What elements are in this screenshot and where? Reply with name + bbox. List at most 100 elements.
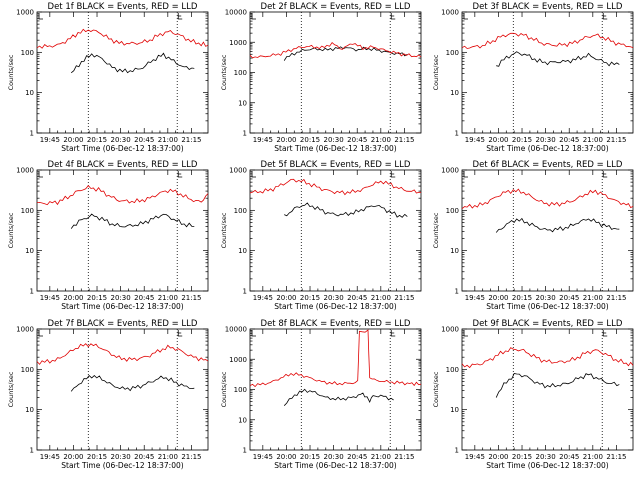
x-tick-label: 21:00 [158,294,178,302]
x-tick-label: 21:15 [394,136,414,144]
x-tick-label: 20:00 [276,453,296,461]
x-tick-label: 20:15 [87,453,107,461]
x-tick-label: 20:15 [512,294,532,302]
x-tick-label: 21:15 [181,294,201,302]
x-tick-label: 20:15 [87,294,107,302]
y-tick-label: 10 [25,247,34,255]
x-axis-label: Start Time (06-Dec-12 18:37:00) [486,144,608,153]
plot-frame [461,11,634,134]
x-tick-label: 19:45 [40,136,60,144]
y-tick-label: 10 [450,89,459,97]
y-axis-label: Counts/sec [432,54,440,90]
y-tick-label: 10 [238,99,247,107]
x-tick-label: 20:15 [300,453,320,461]
plot-frame [461,328,634,451]
panel-det-1: Det 1f BLACK = Events, RED = LLD 1 10 100 10… [7,2,209,153]
x-tick-label: 21:00 [371,453,391,461]
plot-frame [249,11,422,134]
marker-flag [177,171,183,178]
x-tick-label: 20:30 [111,136,131,144]
y-tick-label: 1000 [229,356,247,364]
corner-mark [38,171,43,178]
x-tick-label: 21:00 [371,136,391,144]
panel-det-6: Det 6f BLACK = Events, RED = LLD 1 10 100 10… [432,160,634,311]
x-tick-label: 19:45 [253,136,273,144]
panel-title: Det 7f BLACK = Events, RED = LLD [48,319,198,329]
y-tick-label: 10 [25,406,34,414]
lld-series-line [36,28,209,49]
events-series-line [70,213,195,229]
marker-flag [177,330,183,337]
y-axis-label: Counts/sec [7,371,15,407]
y-tick-label: 1 [30,130,34,138]
y-tick-label: 1000 [229,167,247,175]
x-tick-label: 19:45 [253,294,273,302]
panel-title: Det 9f BLACK = Events, RED = LLD [473,319,623,329]
x-axis-label: Start Time (06-Dec-12 18:37:00) [61,461,183,470]
x-tick-label: 20:45 [559,294,579,302]
x-tick-label: 21:15 [181,453,201,461]
y-tick-label: 100 [446,207,459,215]
events-series-line [496,51,620,67]
marker-flag [602,171,608,178]
x-tick-label: 21:15 [394,453,414,461]
corner-mark [38,13,43,20]
y-tick-label: 1 [243,288,247,296]
corner-mark [251,13,256,20]
y-tick-label: 10 [450,247,459,255]
x-tick-label: 19:45 [253,453,273,461]
plot-frame [249,169,422,292]
lld-series-line [36,184,209,206]
y-tick-label: 1 [30,288,34,296]
y-tick-label: 1000 [229,39,247,47]
x-tick-label: 19:45 [465,136,485,144]
x-tick-label: 20:15 [300,294,320,302]
y-tick-label: 10 [238,247,247,255]
x-axis-label: Start Time (06-Dec-12 18:37:00) [274,144,396,153]
panel-title: Det 8f BLACK = Events, RED = LLD [261,319,411,329]
events-series-line [495,217,620,233]
y-tick-label: 10000 [225,326,247,334]
panel-title: Det 1f BLACK = Events, RED = LLD [48,2,198,12]
panel-title: Det 3f BLACK = Events, RED = LLD [473,2,623,12]
y-tick-label: 100 [234,207,247,215]
plot-frame [36,328,209,451]
y-tick-label: 1000 [441,167,459,175]
marker-flag [390,330,396,337]
x-axis-label: Start Time (06-Dec-12 18:37:00) [61,144,183,153]
x-tick-label: 20:00 [488,294,508,302]
y-tick-label: 1 [455,130,459,138]
y-tick-label: 1000 [441,326,459,334]
x-tick-label: 21:00 [158,453,178,461]
x-tick-label: 20:00 [488,453,508,461]
panel-title: Det 2f BLACK = Events, RED = LLD [261,2,411,12]
y-tick-label: 100 [234,69,247,77]
x-axis-label: Start Time (06-Dec-12 18:37:00) [61,302,183,311]
marker-flag [390,13,396,20]
x-tick-label: 20:00 [63,453,83,461]
x-tick-label: 21:15 [606,136,626,144]
x-tick-label: 20:30 [536,294,556,302]
y-axis-label: Counts/sec [432,371,440,407]
x-tick-label: 20:45 [134,136,154,144]
plot-frame [249,328,422,451]
corner-mark [38,330,43,337]
y-tick-label: 1 [243,130,247,138]
x-axis-label: Start Time (06-Dec-12 18:37:00) [486,461,608,470]
y-axis-label: Counts/sec [220,371,228,407]
x-tick-label: 20:00 [276,136,296,144]
y-tick-label: 100 [446,49,459,57]
x-tick-label: 20:15 [512,453,532,461]
y-tick-label: 10 [25,89,34,97]
y-axis-label: Counts/sec [220,212,228,248]
panel-det-8: Det 8f BLACK = Events, RED = LLD 1 10 100 10… [220,319,422,470]
lld-series-line [36,343,209,365]
x-tick-label: 21:15 [181,136,201,144]
x-tick-label: 19:45 [40,294,60,302]
events-series-line [284,202,408,218]
y-tick-label: 1 [243,447,247,455]
x-axis-label: Start Time (06-Dec-12 18:37:00) [274,461,396,470]
events-series-line [495,373,620,398]
events-series-line [283,46,408,61]
